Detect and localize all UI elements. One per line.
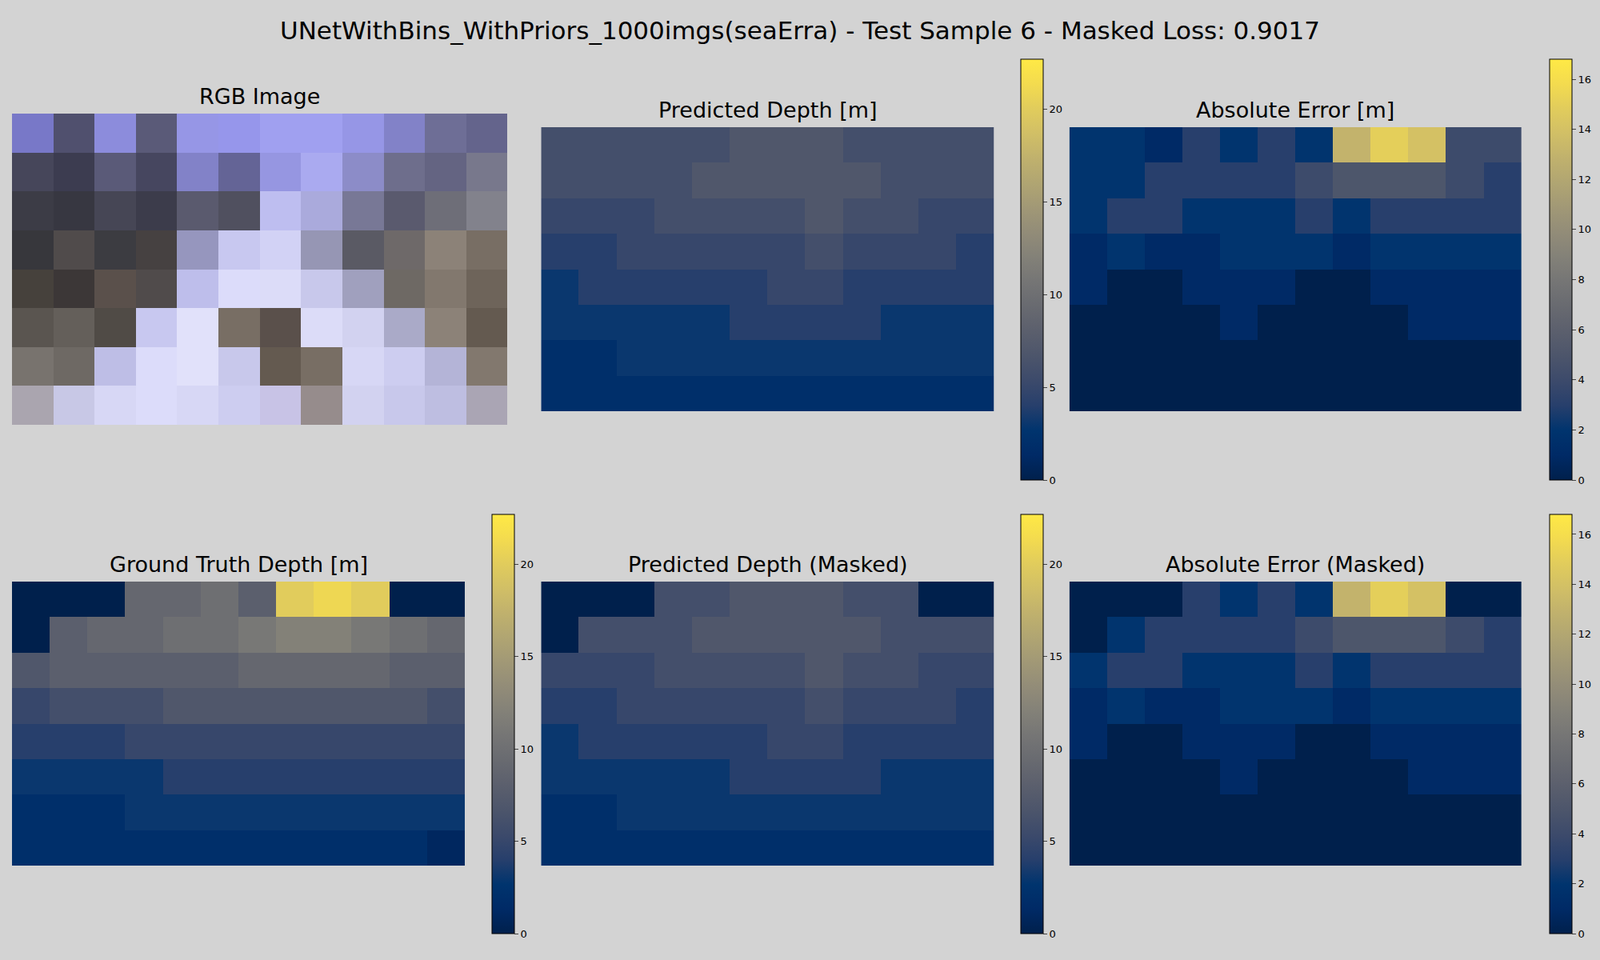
svg-text:8: 8	[1578, 728, 1585, 740]
svg-text:12: 12	[1578, 628, 1592, 640]
svg-text:20: 20	[520, 558, 535, 571]
svg-text:5: 5	[520, 835, 528, 848]
svg-text:UNetWithBins_WithPriors_1000im: UNetWithBins_WithPriors_1000imgs(seaErra…	[280, 16, 1320, 45]
svg-text:10: 10	[1578, 678, 1592, 691]
svg-text:0: 0	[1049, 928, 1056, 940]
svg-text:0: 0	[1578, 928, 1585, 940]
svg-text:15: 15	[1049, 650, 1064, 663]
svg-text:6: 6	[1578, 777, 1585, 790]
svg-text:0: 0	[1578, 474, 1585, 487]
svg-text:4: 4	[1578, 828, 1585, 840]
svg-text:8: 8	[1578, 273, 1585, 286]
svg-text:5: 5	[1049, 835, 1056, 848]
svg-text:Ground Truth Depth [m]: Ground Truth Depth [m]	[109, 552, 368, 577]
svg-text:Absolute Error (Masked): Absolute Error (Masked)	[1165, 552, 1425, 577]
svg-text:0: 0	[1049, 474, 1056, 487]
svg-text:10: 10	[520, 743, 535, 756]
svg-text:16: 16	[1578, 73, 1592, 86]
svg-text:0: 0	[520, 928, 528, 940]
svg-text:20: 20	[1049, 103, 1064, 116]
svg-text:Absolute Error [m]: Absolute Error [m]	[1196, 97, 1395, 123]
svg-text:6: 6	[1578, 324, 1585, 336]
svg-text:5: 5	[1049, 381, 1056, 394]
svg-text:12: 12	[1578, 173, 1592, 186]
svg-text:Predicted Depth (Masked): Predicted Depth (Masked)	[628, 552, 908, 577]
svg-text:10: 10	[1049, 743, 1064, 756]
svg-text:16: 16	[1578, 528, 1592, 541]
svg-text:2: 2	[1578, 877, 1585, 890]
svg-text:4: 4	[1578, 373, 1585, 386]
svg-text:15: 15	[520, 650, 535, 663]
svg-text:14: 14	[1578, 578, 1592, 591]
svg-text:15: 15	[1049, 196, 1064, 208]
svg-text:2: 2	[1578, 424, 1585, 436]
svg-text:RGB Image: RGB Image	[199, 84, 320, 109]
svg-text:10: 10	[1049, 288, 1064, 301]
svg-text:14: 14	[1578, 123, 1592, 136]
svg-text:Predicted Depth [m]: Predicted Depth [m]	[658, 97, 878, 123]
svg-text:20: 20	[1049, 558, 1064, 571]
svg-text:10: 10	[1578, 223, 1592, 236]
